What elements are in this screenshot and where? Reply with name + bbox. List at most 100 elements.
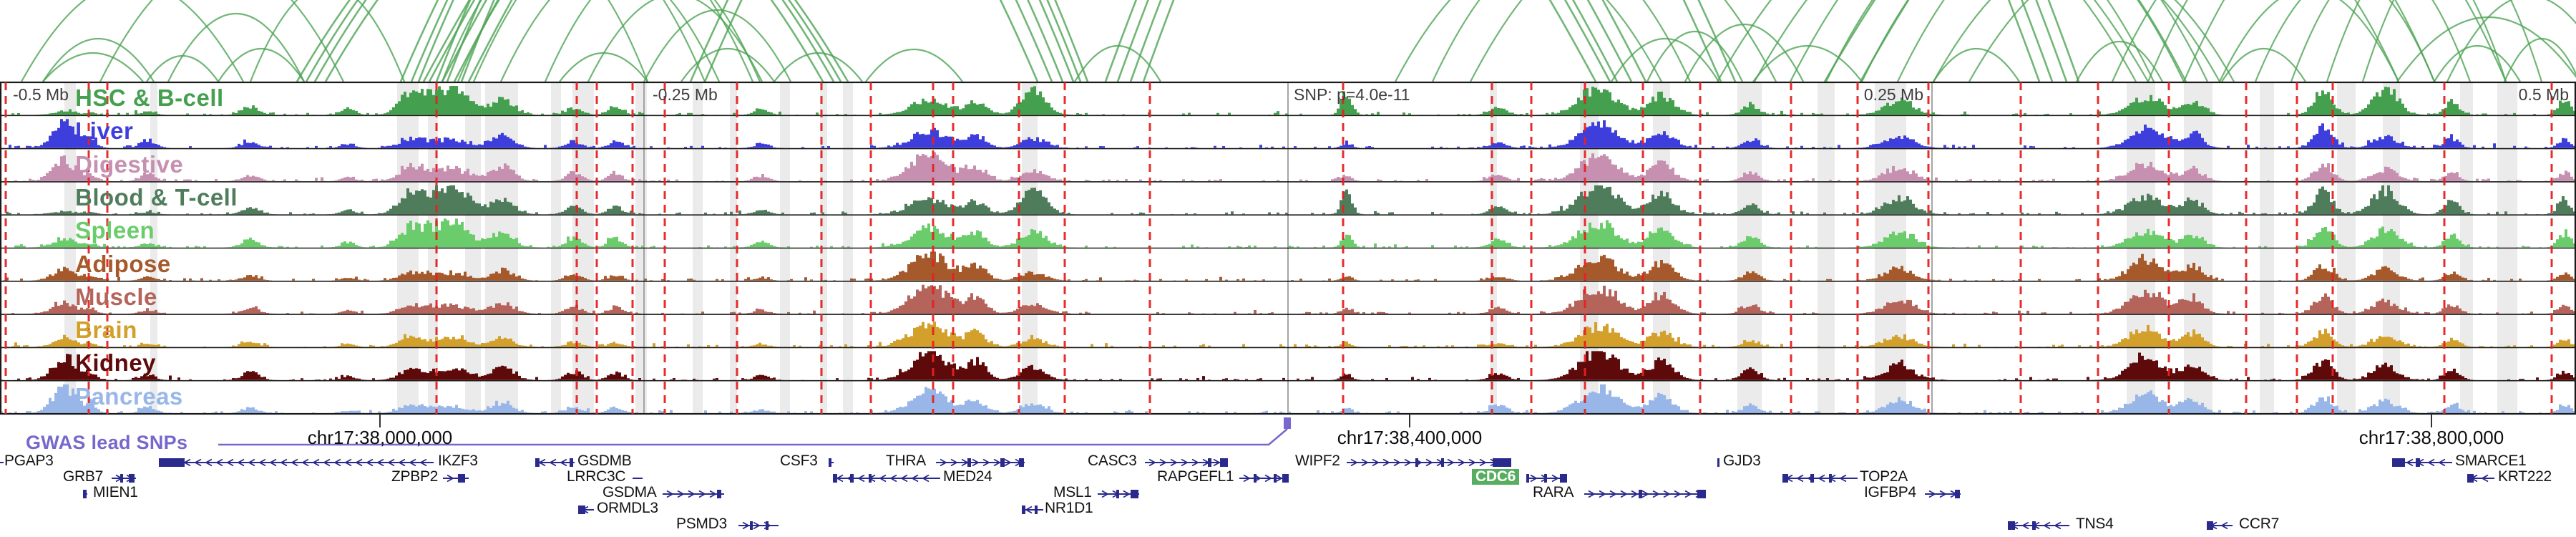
gene-strand-arrow bbox=[1101, 490, 1109, 498]
gene-strand-arrow bbox=[280, 458, 288, 467]
signal-track-hsc-b-cell bbox=[0, 86, 2576, 115]
gene-exon-CCR7 bbox=[2207, 521, 2213, 530]
gene-label-CDC6: CDC6 bbox=[1472, 468, 1519, 485]
gene-label-GSDMA: GSDMA bbox=[602, 484, 657, 500]
interaction-arc bbox=[324, 0, 842, 82]
gene-strand-arrow bbox=[2021, 521, 2029, 530]
gene-label-ORMDL3: ORMDL3 bbox=[597, 500, 658, 516]
gene-exon-WIPF2 bbox=[1441, 458, 1444, 467]
gene-exon-KRT222 bbox=[2467, 474, 2474, 483]
gene-strand-arrow bbox=[982, 458, 990, 467]
interaction-arc bbox=[399, 0, 1039, 82]
gene-label-PSMD3: PSMD3 bbox=[676, 516, 727, 532]
interaction-arc bbox=[146, 55, 219, 82]
gene-exon-MED24 bbox=[833, 474, 837, 483]
gene-label-RAPGEFL1: RAPGEFL1 bbox=[1157, 468, 1234, 485]
gene-strand-arrow bbox=[1818, 474, 1825, 483]
track-label-liver: Liver bbox=[75, 117, 134, 145]
track-label-kidney: Kidney bbox=[75, 349, 157, 377]
interaction-arc bbox=[441, 0, 649, 82]
gene-label-MIEN1: MIEN1 bbox=[93, 484, 138, 500]
gene-strand-arrow bbox=[753, 521, 761, 530]
gene-exon-GRB7 bbox=[120, 474, 123, 483]
axis-label: -0.25 Mb bbox=[653, 85, 718, 104]
gene-strand-arrow bbox=[398, 458, 406, 467]
interaction-arc bbox=[1752, 45, 1863, 82]
gene-exon-MSL1 bbox=[1116, 490, 1119, 498]
gene-label-GJD3: GJD3 bbox=[1723, 453, 1761, 469]
gene-strand-arrow bbox=[1123, 490, 1131, 498]
gene-strand-arrow bbox=[1599, 490, 1606, 498]
gene-exon-MSL1 bbox=[1131, 490, 1138, 498]
gene-strand-arrow bbox=[194, 458, 202, 467]
gene-label-GSDMB: GSDMB bbox=[577, 453, 632, 469]
gene-strand-arrow bbox=[1620, 490, 1628, 498]
gene-label-MSL1: MSL1 bbox=[1053, 484, 1092, 500]
gene-exon-GSDMA bbox=[717, 490, 721, 498]
gene-exon-GRB7 bbox=[129, 474, 135, 483]
gene-label-KRT222: KRT222 bbox=[2498, 468, 2552, 485]
gene-strand-arrow bbox=[1159, 458, 1167, 467]
interaction-arc bbox=[2076, 41, 2163, 82]
gene-strand-arrow bbox=[258, 458, 266, 467]
interaction-arc bbox=[249, 0, 406, 82]
interaction-arc bbox=[1823, 0, 1876, 82]
track-label-blood-t-cell: Blood & T-cell bbox=[75, 183, 238, 211]
interaction-arc bbox=[1684, 23, 1804, 82]
gene-strand-arrow bbox=[1243, 474, 1251, 483]
gene-strand-arrow bbox=[1361, 458, 1369, 467]
interaction-arc bbox=[1933, 47, 2020, 82]
gene-strand-arrow bbox=[1928, 490, 1936, 498]
gene-strand-arrow bbox=[1170, 458, 1178, 467]
gene-label-WIPF2: WIPF2 bbox=[1295, 453, 1340, 469]
interaction-arc bbox=[2434, 44, 2521, 82]
gene-strand-arrow bbox=[366, 458, 374, 467]
gene-strand-arrow bbox=[1350, 458, 1358, 467]
interaction-arc bbox=[2290, 0, 2472, 82]
signal-track-kidney bbox=[0, 351, 2576, 380]
gene-strand-arrow bbox=[1684, 490, 1692, 498]
gene-strand-arrow bbox=[688, 490, 696, 498]
gene-label-IGFBP4: IGFBP4 bbox=[1864, 484, 1916, 500]
gene-strand-arrow bbox=[1181, 458, 1189, 467]
gene-exon-GSDMB bbox=[535, 458, 540, 467]
gene-strand-arrow bbox=[911, 474, 919, 483]
gene-strand-arrow bbox=[2481, 474, 2489, 483]
gene-strand-arrow bbox=[1458, 458, 1465, 467]
interaction-arc bbox=[167, 13, 305, 82]
gene-strand-arrow bbox=[1393, 458, 1401, 467]
gene-strand-arrow bbox=[1004, 458, 1012, 467]
gene-strand-arrow bbox=[1479, 458, 1487, 467]
gene-label-CSF3: CSF3 bbox=[780, 453, 818, 469]
gene-exon-RAPGEFL1 bbox=[1282, 474, 1289, 483]
track-label-digestive: Digestive bbox=[75, 150, 184, 178]
signal-track-muscle bbox=[0, 284, 2576, 314]
gene-strand-arrow bbox=[2043, 521, 2051, 530]
gene-exon-RARA bbox=[1697, 490, 1706, 498]
gene-strand-arrow bbox=[698, 490, 706, 498]
interaction-arc bbox=[1611, 37, 1719, 82]
gene-exon-TOP2A bbox=[1829, 474, 1832, 483]
gene-strand-arrow bbox=[1631, 490, 1639, 498]
interaction-arc bbox=[1859, 0, 1910, 82]
gene-exon-PSMD3 bbox=[750, 521, 753, 530]
interaction-arc bbox=[2446, 0, 2576, 82]
gene-label-ZPBP2: ZPBP2 bbox=[391, 468, 439, 485]
gene-strand-arrow bbox=[269, 458, 277, 467]
gene-strand-arrow bbox=[323, 458, 331, 467]
gene-strand-arrow bbox=[709, 490, 717, 498]
gene-label-LRRC3C: LRRC3C bbox=[567, 468, 626, 485]
gene-strand-arrow bbox=[1372, 458, 1380, 467]
track-area-border bbox=[0, 81, 2576, 415]
gene-strand-arrow bbox=[940, 458, 947, 467]
interaction-arc bbox=[42, 52, 144, 82]
gene-exon-ORMDL3 bbox=[578, 505, 585, 514]
signal-track-digestive bbox=[0, 152, 2576, 181]
gene-strand-arrow bbox=[215, 458, 223, 467]
gene-exon-WIPF2 bbox=[1493, 458, 1511, 467]
gene-strand-arrow bbox=[1275, 474, 1283, 483]
gene-strand-arrow bbox=[2220, 521, 2228, 530]
interaction-arc bbox=[1432, 0, 1691, 82]
gene-strand-arrow bbox=[312, 458, 320, 467]
